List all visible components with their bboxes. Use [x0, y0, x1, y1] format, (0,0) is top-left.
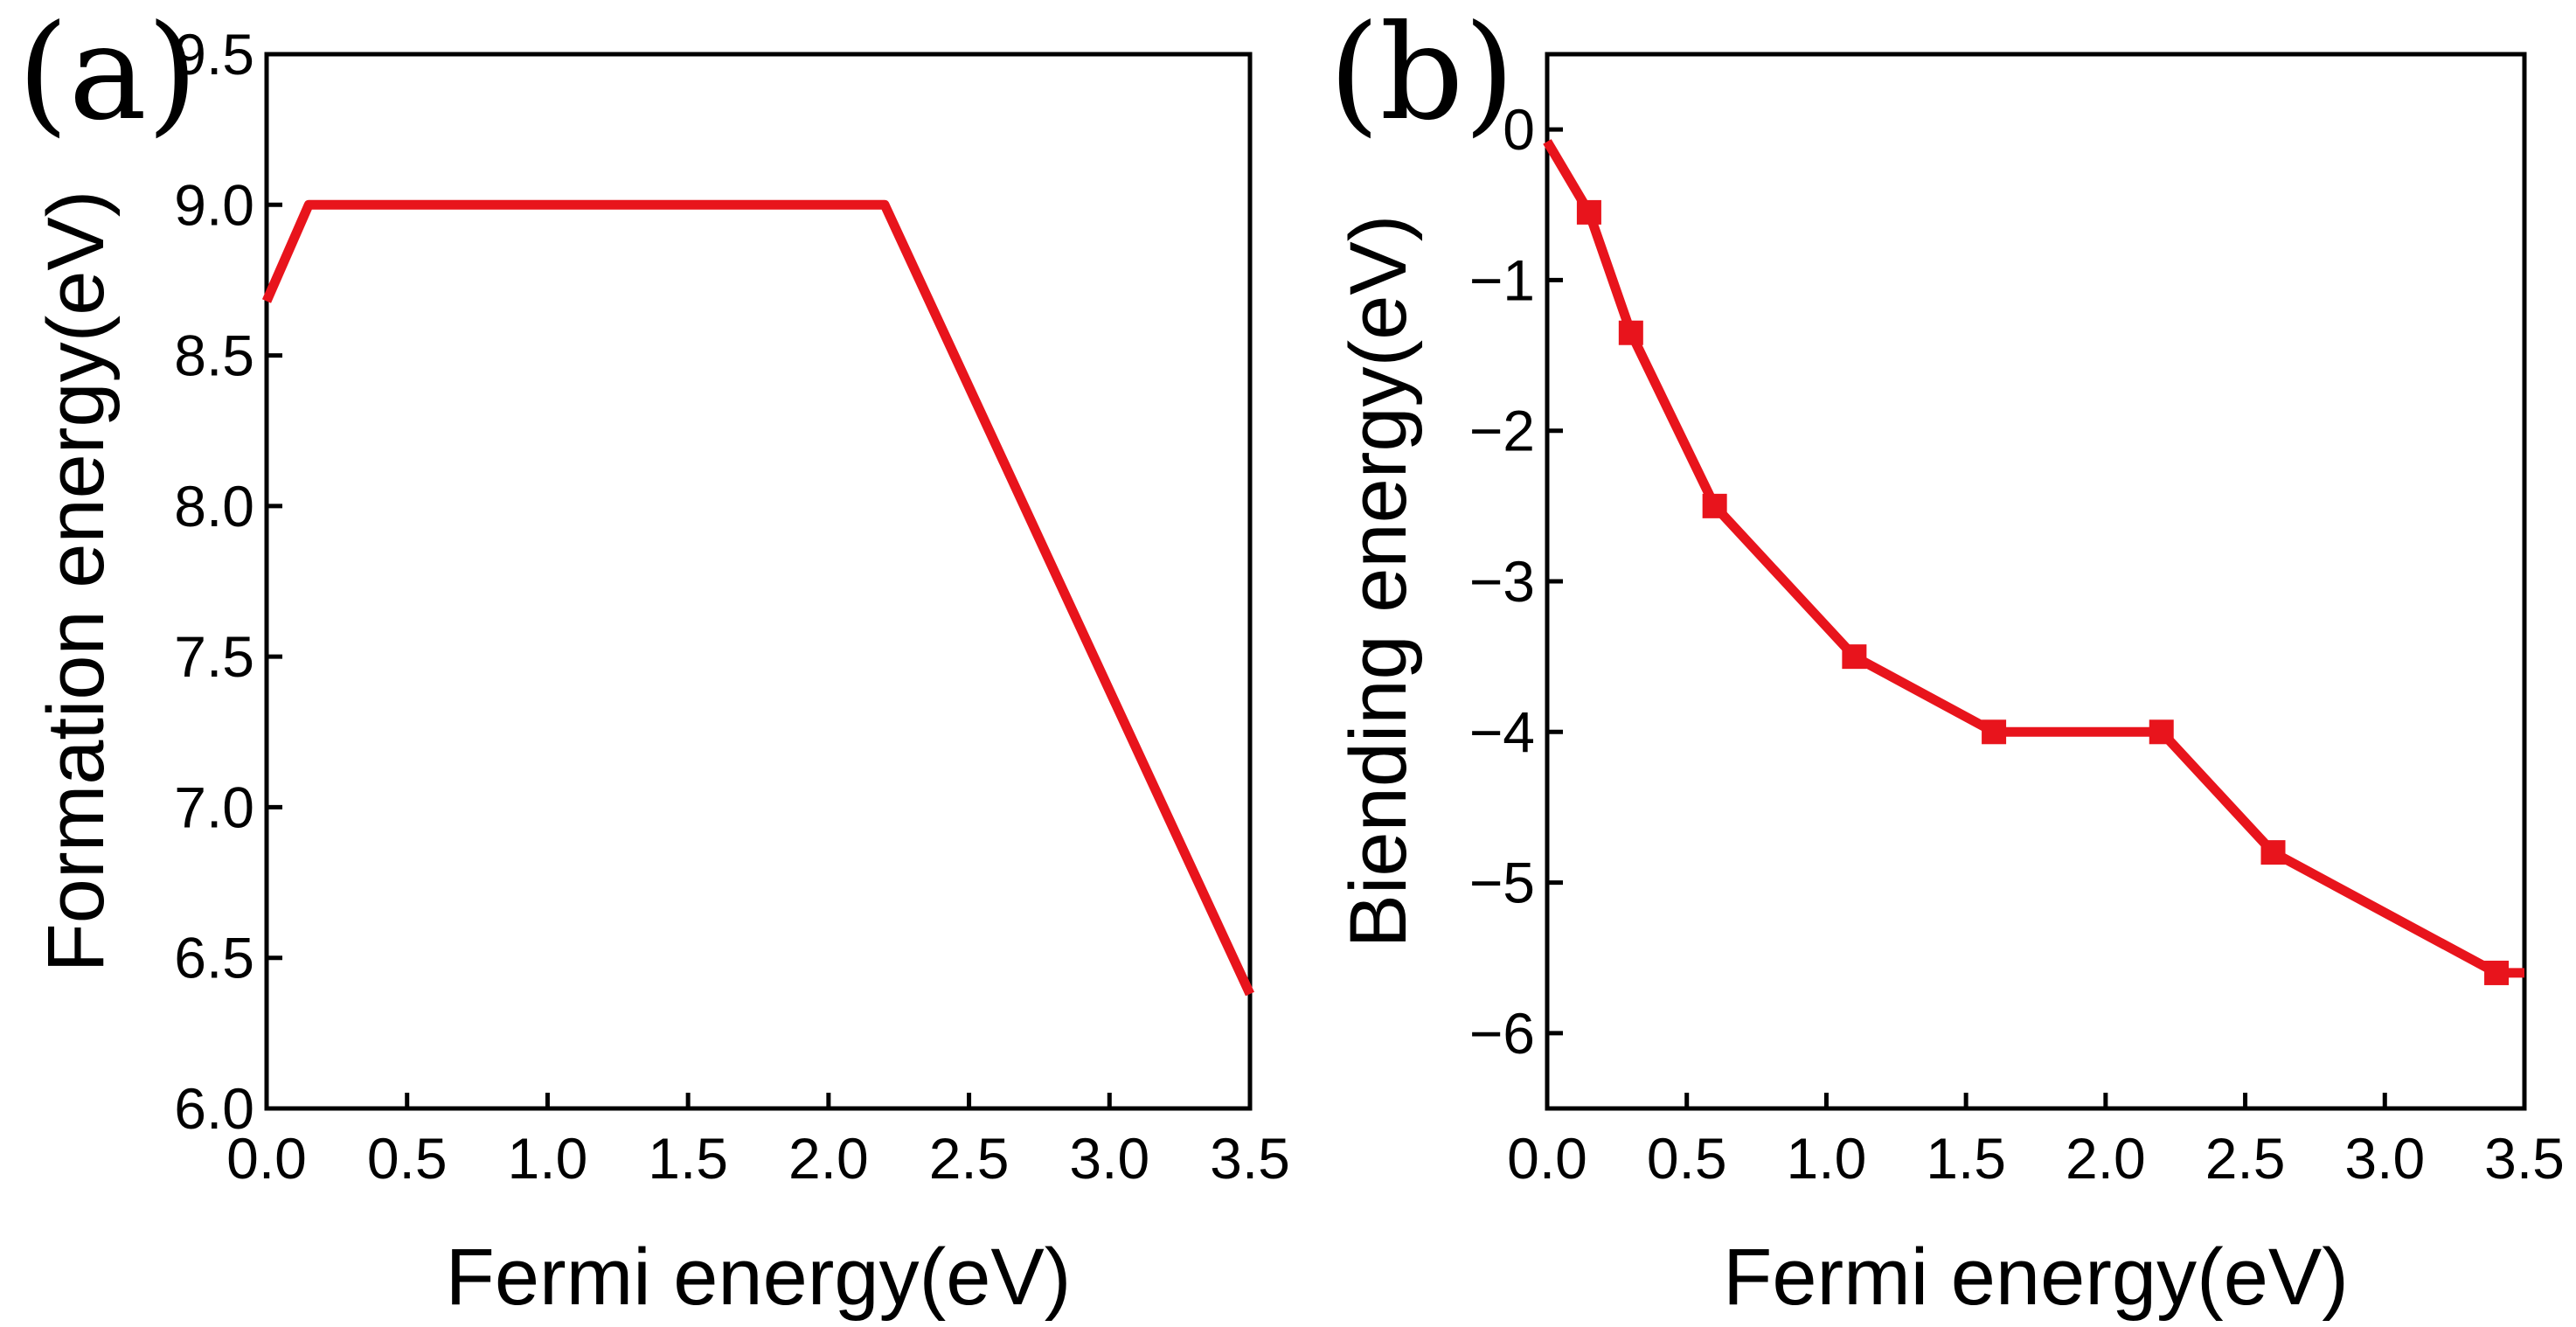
panel-b-binding-energy-chart: (b) 0.0 0.5 1.0 1.5 2.0 2.5 3.0 3.5 0 −1 −2 −3 −4 −5 −6…: [1329, 0, 2565, 1322]
x-tick-label: 1.0: [508, 1126, 588, 1191]
panel-a-formation-energy-chart: (a) 0.0 0.5 1.0 1.5 2.0 2.5 3.0 3.5 6.0 6.5 7.0 7.5 8…: [17, 0, 1290, 1322]
y-axis-title: Biending energy(eV): [1334, 215, 1423, 948]
y-tick-label: −5: [1469, 851, 1535, 915]
x-tick-label: 2.5: [929, 1126, 1010, 1191]
panel-label: (b): [1329, 0, 1515, 149]
data-point-marker: [2149, 719, 2174, 745]
data-point-marker: [1618, 320, 1643, 345]
data-point-marker: [1842, 644, 1867, 670]
plot-frame: [1545, 52, 2527, 1111]
y-tick-label: 8.5: [174, 323, 254, 388]
series-line-binding: [1543, 139, 2524, 978]
y-tick-label: −1: [1469, 247, 1535, 312]
y-tick-label: 8.0: [174, 474, 254, 538]
y-tick-label: 9.0: [174, 172, 254, 237]
y-tick-label: 6.5: [174, 926, 254, 990]
x-axis-title: Fermi energy(eV): [1723, 1233, 2349, 1322]
x-tick-label: 3.5: [2484, 1126, 2565, 1191]
y-tick-label: 6.0: [174, 1076, 254, 1141]
y-tick-label: −4: [1469, 699, 1535, 764]
x-tick-label: 0.5: [367, 1126, 448, 1191]
series-line-formation: [261, 199, 1254, 997]
x-tick-label: 3.5: [1210, 1126, 1290, 1191]
y-tick-label: 7.0: [174, 775, 254, 839]
y-tick-label: −3: [1469, 549, 1535, 614]
panel-label: (a): [17, 0, 198, 149]
x-tick-label: 2.0: [788, 1126, 869, 1191]
x-tick-label: 1.5: [1926, 1126, 2006, 1191]
data-point-marker: [2260, 840, 2286, 865]
x-tick-label: 2.5: [2205, 1126, 2286, 1191]
y-tick-label: −2: [1469, 399, 1535, 463]
data-point-marker: [1982, 719, 2007, 745]
x-tick-label: 2.0: [2066, 1126, 2146, 1191]
x-axis-title: Fermi energy(eV): [446, 1233, 1072, 1322]
data-point-marker: [2484, 960, 2510, 985]
x-tick-label: 1.0: [1787, 1126, 1867, 1191]
plot-frame: [264, 52, 1253, 1111]
x-tick-label: 0.0: [226, 1126, 307, 1191]
y-tick-label: −6: [1469, 1001, 1535, 1066]
x-tick-label: 1.5: [648, 1126, 728, 1191]
data-point-marker: [1576, 199, 1601, 225]
y-tick-label: 9.5: [174, 22, 254, 87]
y-tick-label: 7.5: [174, 624, 254, 689]
x-tick-label: 0.5: [1647, 1126, 1727, 1191]
x-tick-label: 0.0: [1507, 1126, 1587, 1191]
x-tick-label: 3.0: [2344, 1126, 2425, 1191]
y-axis-title: Formation energy(eV): [31, 191, 121, 973]
data-point-marker: [1702, 493, 1727, 518]
x-tick-label: 3.0: [1069, 1126, 1149, 1191]
y-tick-label: 0: [1503, 97, 1535, 162]
